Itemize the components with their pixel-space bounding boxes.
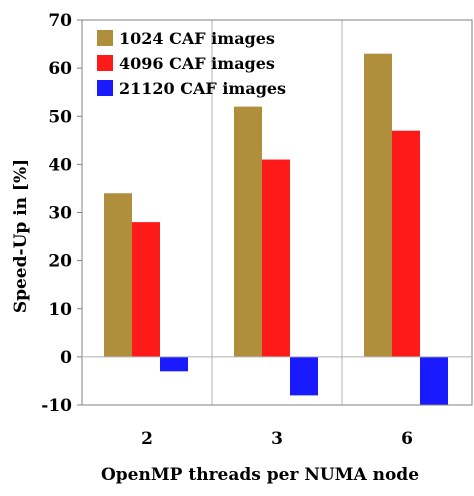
category-separators [211,20,343,405]
x-tick-label: 3 [271,429,283,449]
bar-4096-threads-2 [132,222,160,357]
legend-swatch [97,55,113,71]
legend: 1024 CAF images 4096 CAF images 21120 CAF … [97,29,286,98]
bar-1024-threads-3 [234,106,262,357]
y-tick-labels: -10 0 10 20 30 40 50 60 70 [41,11,82,416]
legend-swatch [97,30,113,46]
bar-21120-threads-3 [290,356,318,396]
y-tick-label: -10 [41,396,72,416]
legend-label: 1024 CAF images [119,29,275,48]
legend-label: 21120 CAF images [119,79,286,98]
y-tick-label: 10 [48,300,72,320]
y-tick-label: 60 [48,59,72,79]
x-axis-title: OpenMP threads per NUMA node [101,465,419,485]
y-tick-label: 50 [48,107,72,127]
bar-21120-threads-2 [160,356,188,372]
x-tick-label: 6 [401,429,413,449]
bars [104,53,448,405]
y-axis-title: Speed-Up in [%] [11,159,31,313]
y-tick-label: 70 [48,11,72,31]
y-tick-label: 0 [60,348,72,368]
bar-4096-threads-3 [262,159,290,357]
x-tick-labels: 2 3 6 [141,429,413,449]
bar-4096-threads-6 [392,130,420,357]
bar-1024-threads-2 [104,193,132,357]
y-tick-label: 20 [48,252,72,272]
bar-1024-threads-6 [364,53,392,357]
y-tick-label: 40 [48,155,72,175]
bar-21120-threads-6 [420,356,448,405]
legend-label: 4096 CAF images [119,54,275,73]
x-tick-label: 2 [141,429,153,449]
legend-swatch [97,80,113,96]
y-tick-label: 30 [48,204,72,224]
